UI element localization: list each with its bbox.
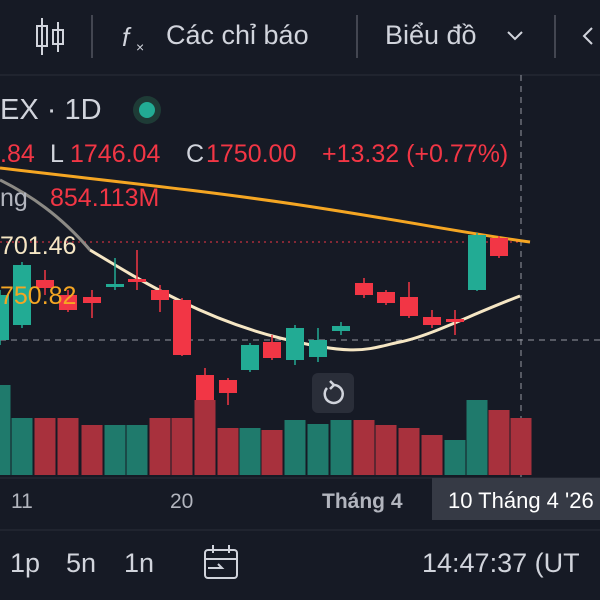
interval-button[interactable]: 5n	[66, 548, 97, 578]
chart-type-button[interactable]: Biểu đồ	[385, 20, 477, 50]
candle-body	[83, 297, 101, 303]
volume-bar	[488, 410, 510, 475]
candles	[0, 233, 508, 420]
reset-icon[interactable]	[329, 380, 336, 390]
volume-bar	[330, 420, 352, 475]
legend-value: 854.113M	[50, 184, 160, 212]
legend-label: C	[186, 140, 205, 168]
candle-body	[490, 238, 508, 256]
volume-bars	[0, 385, 532, 475]
volume-bar	[261, 430, 283, 475]
ma-value: 750.82	[0, 282, 77, 310]
candle-body	[377, 292, 395, 303]
volume-bar	[217, 428, 239, 475]
symbol: EX · 1D	[0, 94, 102, 126]
candle-body	[446, 319, 464, 322]
x-tick-label: Tháng 4	[322, 490, 403, 513]
volume-bar	[81, 425, 103, 475]
candle-body	[423, 317, 441, 325]
candle-icon[interactable]	[36, 18, 64, 55]
x-tick-label: 20	[170, 490, 194, 513]
crosshair-label-bg	[432, 478, 600, 520]
candle-body	[241, 345, 259, 370]
candle-body	[332, 326, 350, 331]
volume-bar	[284, 420, 306, 475]
volume-bar	[375, 425, 397, 475]
candle-body	[128, 279, 146, 282]
volume-bar	[104, 425, 126, 475]
volume-bar	[466, 400, 488, 475]
legend-label: L	[50, 140, 64, 168]
candle-body	[400, 297, 418, 316]
ma-line	[0, 178, 92, 251]
interval-button[interactable]: 1n	[124, 548, 155, 578]
candle-body	[13, 265, 31, 325]
ma-value: 701.46	[0, 232, 77, 260]
legend-value: .84	[0, 140, 35, 168]
crosshair-label: 10 Tháng 4 '26	[448, 488, 594, 513]
volume-bar	[57, 418, 79, 475]
volume-bar	[398, 428, 420, 475]
fx-icon[interactable]: f	[122, 22, 132, 52]
legend-value: 1750.00	[206, 140, 297, 168]
candle-body	[173, 300, 191, 355]
candle-body	[263, 342, 281, 358]
volume-bar	[34, 418, 56, 475]
volume-bar	[444, 440, 466, 475]
reset-icon[interactable]	[323, 383, 344, 405]
back-arrow[interactable]	[582, 27, 593, 45]
interval-button[interactable]: 1p	[10, 548, 41, 578]
legend-change: +13.32 (+0.77%)	[322, 140, 509, 168]
reset-button[interactable]	[312, 373, 354, 413]
candle-body	[36, 280, 54, 288]
volume-bar	[239, 428, 261, 475]
fx-icon[interactable]: ×	[136, 39, 144, 55]
volume-bar	[307, 424, 329, 475]
candle-body	[286, 328, 304, 360]
indicators-button[interactable]: Các chỉ báo	[166, 20, 309, 50]
legend-label: ng	[0, 184, 28, 212]
candle-body	[309, 340, 327, 357]
ma-line	[0, 166, 531, 244]
volume-bar	[510, 418, 532, 475]
candle-body	[219, 380, 237, 393]
clock: 14:47:37 (UT	[422, 548, 580, 578]
candle-body	[106, 284, 124, 287]
volume-bar	[194, 400, 216, 475]
candle-body	[468, 235, 486, 290]
dropdown-arrow[interactable]	[507, 31, 523, 41]
x-tick-label: 11	[11, 490, 33, 513]
volume-bar	[149, 418, 171, 475]
volume-bar	[171, 418, 193, 475]
volume-bar	[353, 420, 375, 475]
volume-bar	[11, 418, 33, 475]
status-dot	[139, 102, 155, 118]
volume-bar	[421, 435, 443, 475]
volume-bar	[0, 385, 11, 475]
candle-body	[59, 295, 77, 310]
legend-value: 1746.04	[70, 140, 161, 168]
date-range-icon[interactable]	[204, 545, 238, 579]
candle-body	[151, 290, 169, 300]
candle-body	[0, 295, 9, 340]
volume-bar	[126, 425, 148, 475]
candle-body	[355, 283, 373, 295]
